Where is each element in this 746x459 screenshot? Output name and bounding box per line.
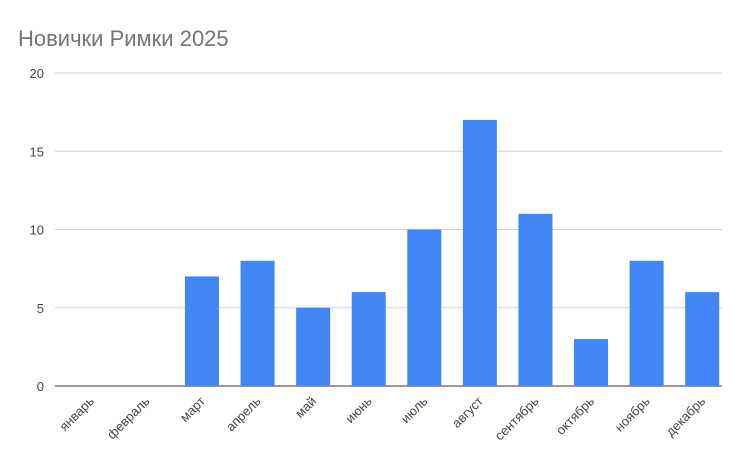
x-tick-label: ноябрь <box>612 393 653 434</box>
chart-title: Новички Римки 2025 <box>18 26 229 51</box>
x-tick-label: октябрь <box>553 393 597 437</box>
bar <box>629 260 664 386</box>
bar <box>685 292 720 386</box>
x-tick-label: июль <box>398 393 431 426</box>
x-tick-label: август <box>449 393 486 430</box>
bar <box>351 292 386 386</box>
bar <box>407 229 442 386</box>
x-tick-label: март <box>177 393 208 424</box>
bar <box>240 260 275 386</box>
y-tick-label: 10 <box>30 223 44 238</box>
x-tick-label: декабрь <box>663 393 709 439</box>
x-tick-label: январь <box>56 393 97 434</box>
y-tick-label: 20 <box>30 66 44 81</box>
bar <box>574 339 609 386</box>
x-tick-label: июнь <box>342 393 375 426</box>
bar <box>518 213 553 386</box>
x-tick-label: сентябрь <box>492 393 542 443</box>
y-tick-label: 5 <box>37 301 44 316</box>
y-tick-label: 0 <box>37 379 44 394</box>
bar <box>296 307 331 386</box>
x-tick-label: апрель <box>223 393 264 434</box>
y-tick-label: 15 <box>30 144 44 159</box>
x-tick-label: май <box>292 394 319 421</box>
bar <box>184 276 219 386</box>
bar <box>462 119 497 386</box>
x-tick-label: февраль <box>104 393 153 442</box>
